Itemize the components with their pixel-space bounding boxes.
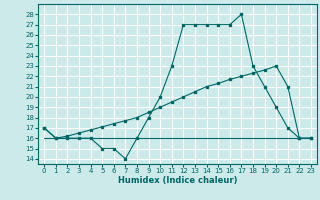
X-axis label: Humidex (Indice chaleur): Humidex (Indice chaleur) — [118, 176, 237, 185]
